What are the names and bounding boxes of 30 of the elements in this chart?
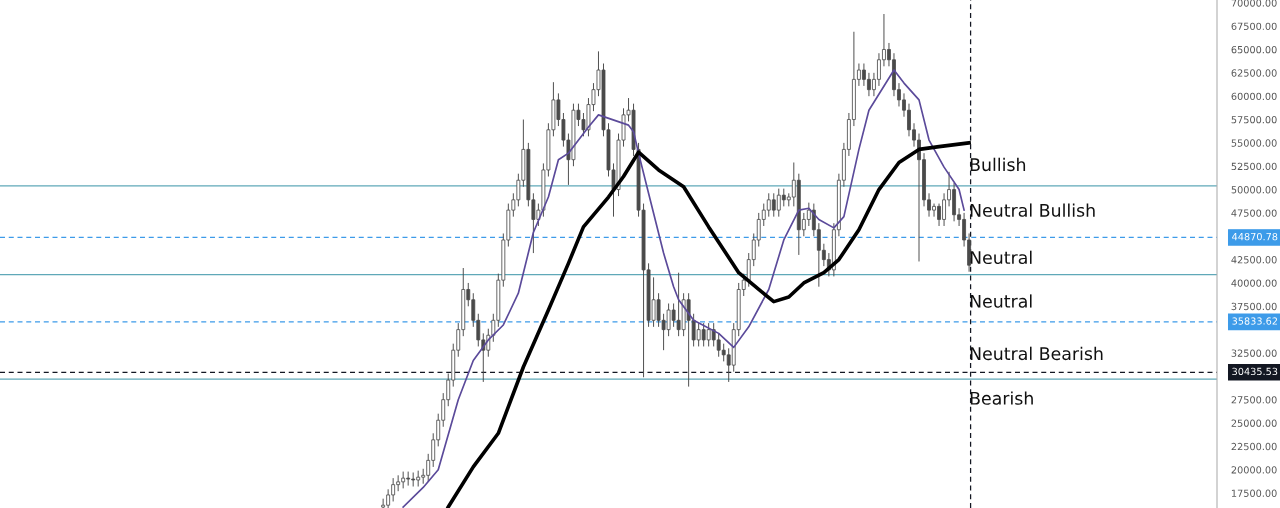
line-series bbox=[402, 69, 965, 508]
y-tick-label: 60000.00 bbox=[1231, 92, 1277, 101]
line-series bbox=[446, 141, 971, 508]
annotation: Neutral bbox=[970, 294, 1032, 308]
y-tick-label: 22500.00 bbox=[1231, 442, 1277, 451]
candlestick bbox=[381, 498, 386, 508]
ref-line-label: 35833.62 bbox=[1232, 317, 1278, 325]
y-tick-label: 70000.00 bbox=[1231, 0, 1277, 7]
annotation: Bearish bbox=[970, 391, 1033, 405]
ref-line-label: 30435.53 bbox=[1232, 367, 1278, 376]
y-tick-label: 52500.00 bbox=[1231, 162, 1277, 171]
annotation: Bullish bbox=[970, 157, 1026, 172]
y-tick-label: 50000.00 bbox=[1231, 186, 1277, 194]
y-tick-label: 42500.00 bbox=[1231, 256, 1277, 264]
y-tick-label: 57500.00 bbox=[1231, 116, 1277, 124]
y-tick-label: 32500.00 bbox=[1231, 349, 1277, 357]
y-tick-label: 17500.00 bbox=[1231, 489, 1277, 497]
y-tick-label: 25000.00 bbox=[1231, 419, 1277, 427]
y-tick-label: 47500.00 bbox=[1231, 209, 1277, 217]
y-tick-label: 37500.00 bbox=[1231, 302, 1277, 311]
y-tick-label: 62500.00 bbox=[1231, 69, 1277, 77]
ref-line-label: 44870.78 bbox=[1232, 232, 1278, 241]
y-tick-label: 65000.00 bbox=[1231, 45, 1277, 54]
y-tick-label: 27500.00 bbox=[1231, 396, 1277, 404]
y-tick-label: 40000.00 bbox=[1231, 279, 1277, 287]
annotation: Neutral Bearish bbox=[970, 346, 1103, 361]
y-tick-label: 55000.00 bbox=[1231, 139, 1277, 147]
y-tick-label: 67500.00 bbox=[1231, 22, 1277, 30]
y-tick-label: 20000.00 bbox=[1231, 466, 1277, 474]
annotation: Neutral Bullish bbox=[970, 203, 1095, 217]
